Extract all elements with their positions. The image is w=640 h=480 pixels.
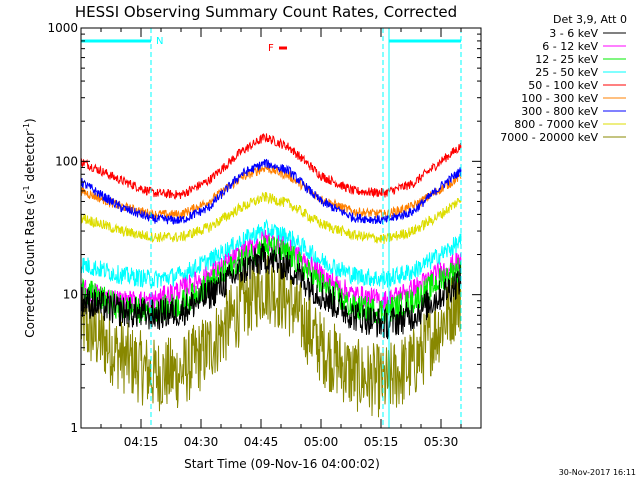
series-line-3-6-kev xyxy=(80,243,462,340)
y-axis-label-end: ) xyxy=(23,118,37,123)
y-tick-label-1000: 1000 xyxy=(47,21,78,35)
legend-label-6-12-kev: 6 - 12 keV xyxy=(542,40,598,53)
series-line-300-800-kev xyxy=(80,158,462,225)
x-tick-label-0500: 05:00 xyxy=(304,435,339,449)
x-tick-label-0430: 04:30 xyxy=(184,435,219,449)
legend-label-7000-20000-kev: 7000 - 20000 keV xyxy=(500,131,598,144)
series-line-50-100-kev xyxy=(80,132,462,200)
y-axis-label-sup2: -1 xyxy=(22,123,31,131)
y-tick-label-100: 100 xyxy=(55,154,78,168)
night-label: N xyxy=(156,36,163,47)
legend-header: Det 3,9, Att 0 xyxy=(553,13,627,26)
tick-layer: 04:15 04:30 04:45 05:00 05:15 05:30 1 10 100 1000 xyxy=(47,21,481,449)
x-tick-label-0415: 04:15 xyxy=(124,435,159,449)
x-axis-label: Start Time (09-Nov-16 04:00:02) xyxy=(184,457,380,471)
x-tick-label-0530: 05:30 xyxy=(424,435,459,449)
y-tick-label-10: 10 xyxy=(63,288,78,302)
series-line-7000-20000-kev xyxy=(80,254,462,418)
y-axis-label-mid: detector xyxy=(23,131,37,186)
legend-label-300-800-kev: 300 - 800 keV xyxy=(521,105,598,118)
legend-label-12-25-kev: 12 - 25 keV xyxy=(535,53,598,66)
y-axis-label: Corrected Count Rate (s-1 detector-1) xyxy=(22,118,37,337)
chart-title: HESSI Observing Summary Count Rates, Cor… xyxy=(75,3,457,21)
x-tick-label-0515: 05:15 xyxy=(364,435,399,449)
y-axis-label-main: Corrected Count Rate (s xyxy=(23,193,37,337)
legend-label-3-6-kev: 3 - 6 keV xyxy=(549,27,598,40)
legend-label-800-7000-kev: 800 - 7000 keV xyxy=(514,118,598,131)
x-tick-label-0445: 04:45 xyxy=(244,435,279,449)
y-tick-label-1: 1 xyxy=(70,421,78,435)
flare-label: F xyxy=(268,43,274,54)
series-layer xyxy=(80,132,462,418)
timestamp: 30-Nov-2017 16:11 xyxy=(559,468,636,477)
y-axis-label-sup1: -1 xyxy=(22,185,31,193)
legend-label-100-300-kev: 100 - 300 keV xyxy=(521,92,598,105)
series-line-25-50-kev xyxy=(80,218,462,289)
series-line-800-7000-kev xyxy=(80,192,462,245)
legend-label-50-100-kev: 50 - 100 keV xyxy=(528,79,598,92)
legend-label-25-50-kev: 25 - 50 keV xyxy=(535,66,598,79)
